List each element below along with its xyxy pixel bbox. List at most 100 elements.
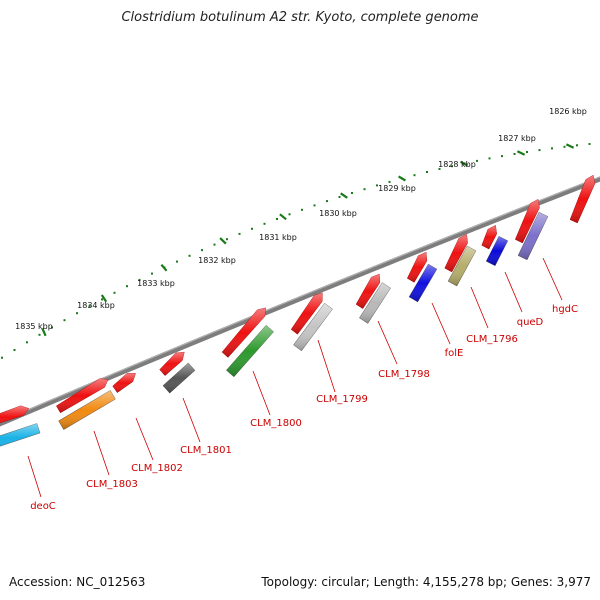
tick-dot [213,243,216,246]
forward-gene-shade [356,274,380,309]
tick-dot [138,278,141,281]
gene-shade [518,212,548,260]
tick-dot [88,305,91,308]
tick-dot [76,312,78,315]
tick-dot [126,285,128,288]
tick-mark [459,160,469,167]
gene-leader-line [431,302,451,345]
tick-label: 1834 kbp [77,301,115,310]
genome-backbone [0,176,600,427]
gene-shade [293,303,333,351]
tick-label: 1831 kbp [259,233,297,242]
tick-dot [1,356,3,359]
tick-dot [113,291,116,294]
tick-dot [63,319,66,322]
tick-dot [526,151,528,153]
tick-label: 1835 kbp [15,322,53,331]
gene-label: CLM_1802 [131,463,183,474]
tick-dot [176,260,178,263]
tick-label: 1827 kbp [498,134,536,143]
gene-label: CLM_1801 [180,445,232,456]
gene-label: queD [517,317,544,328]
tick-dot [501,155,503,158]
forward-gene-shade [515,199,540,243]
forward-gene-shade [56,378,109,413]
tick-label: 1829 kbp [378,184,416,193]
tick-dot [376,184,378,187]
gene-shade [0,423,40,447]
tick-mark [398,175,406,182]
gene-shade [163,362,195,394]
forward-gene-shade [159,352,185,376]
tick-dot [276,218,278,220]
gene-leader-line [93,430,110,476]
tick-label: 1832 kbp [198,256,236,265]
forward-gene-shade [112,373,136,393]
forward-gene-shade [291,292,323,335]
gene-leader-line [135,417,154,461]
forward-gene-shade [481,225,497,249]
gene-label: CLM_1799 [316,394,368,405]
tick-dot [488,157,491,160]
tick-dot [263,222,266,225]
gene-shade [448,246,476,286]
forward-gene-shade [407,252,427,283]
reverse-gene-track [0,211,549,447]
tick-dot [201,249,203,252]
tick-dot [551,147,553,150]
tick-dot [563,145,566,148]
tick-dot [301,208,303,211]
gene-shade [58,390,116,430]
kbp-tick-track: 1826 kbp 1827 kbp 1828 kbp 1829 kbp 1830 kbp… [1,107,591,359]
tick-dot [313,204,316,207]
tick-label: 1828 kbp [438,160,476,169]
tick-label: 1830 kbp [319,209,357,218]
gene-label: CLM_1798 [378,369,430,380]
tick-mark [100,294,108,303]
tick-dot [51,326,53,329]
tick-mark [219,237,227,245]
accession-text: Accession: NC_012563 [9,575,146,589]
gene-leader-line [377,320,398,365]
tick-label: 1833 kbp [137,279,175,288]
tick-dot [238,232,241,235]
tick-label: 1826 kbp [549,107,587,116]
gene-label: CLM_1800 [250,418,302,429]
forward-gene-shade [570,175,595,223]
gene-label: folE [445,348,464,359]
gene-shade [486,236,508,266]
gene-label: deoC [30,501,56,512]
genome-summary-text: Topology: circular; Length: 4,155,278 bp… [261,575,591,589]
gene-shade [409,264,437,302]
tick-dot [101,298,103,301]
tick-dot [388,180,391,183]
tick-dot [451,165,453,168]
tick-mark [340,192,348,199]
tick-dot [538,149,541,152]
tick-dot [438,168,441,170]
tick-dot [38,333,41,336]
tick-dot [513,153,516,155]
gene-label: CLM_1803 [86,479,138,490]
forward-gene-shade [0,405,29,423]
gene-leader-line [252,370,271,416]
tick-dot [363,188,366,191]
tick-dot [13,349,16,351]
forward-gene-track [0,174,596,424]
tick-dot [476,159,478,162]
page-title: Clostridium botulinum A2 str. Kyoto, com… [121,10,479,25]
gene-shade [359,282,391,324]
gene-label: CLM_1796 [466,334,518,345]
tick-dot [426,171,428,173]
tick-mark [516,150,526,156]
forward-gene-shade [444,234,468,272]
tick-dot [26,341,28,344]
tick-dot [326,200,328,203]
tick-mark [565,143,575,149]
tick-dot [576,144,578,147]
gene-leader-line [182,397,201,443]
gene-leader-line [504,271,523,313]
tick-dot [288,213,291,216]
